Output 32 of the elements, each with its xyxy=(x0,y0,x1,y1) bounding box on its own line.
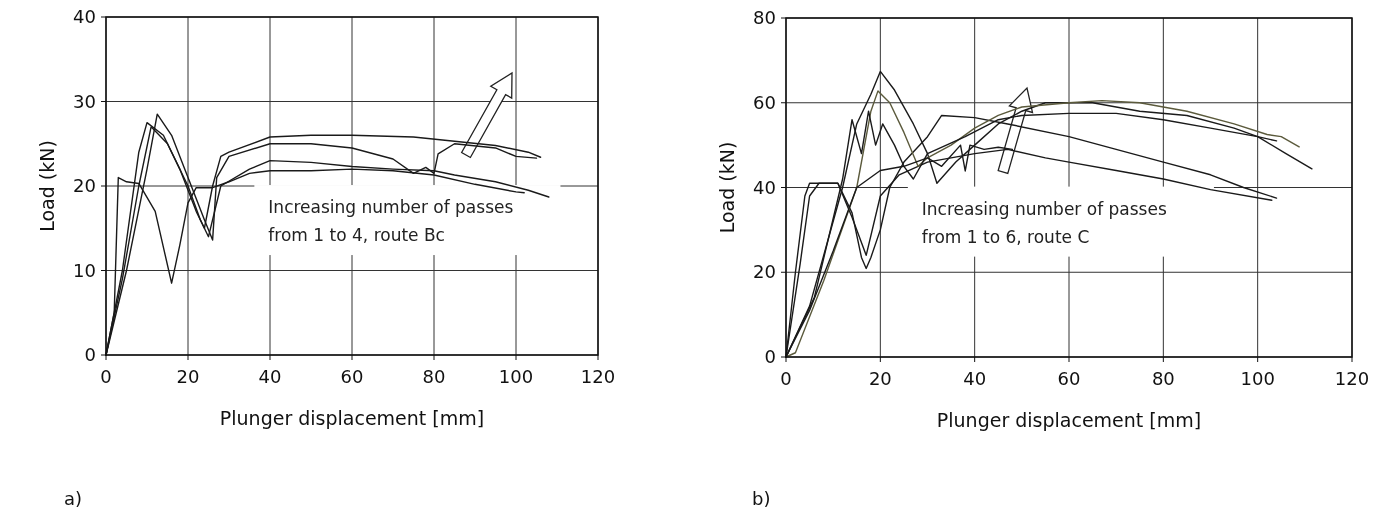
y-tick-label: 20 xyxy=(753,261,776,283)
y-tick-label: 0 xyxy=(84,344,96,365)
y-tick-label: 80 xyxy=(753,7,776,28)
x-tick-label: 60 xyxy=(1057,368,1081,389)
y-tick-label: 20 xyxy=(73,175,96,196)
y-tick-label: 40 xyxy=(753,176,776,198)
text: a) xyxy=(64,488,83,509)
y-tick-label: 0 xyxy=(764,346,776,367)
y-tick-label: 40 xyxy=(73,6,96,27)
x-tick-label: 0 xyxy=(100,366,112,387)
x-tick-label: 60 xyxy=(340,366,364,387)
x-tick-label: 80 xyxy=(422,366,446,387)
x-tick-label: 100 xyxy=(498,366,534,387)
y-axis-title: Load (kN) xyxy=(36,140,58,232)
y-tick-label: 30 xyxy=(73,90,96,112)
x-tick-label: 80 xyxy=(1151,368,1175,389)
y-tick-label: 10 xyxy=(73,259,96,281)
x-axis-title: Plunger displacement [mm] xyxy=(219,407,485,429)
y-tick-label: 60 xyxy=(753,91,776,113)
x-tick-label: 120 xyxy=(1334,368,1370,389)
x-tick-label: 40 xyxy=(963,368,987,389)
annotation: Increasing number of passes from 1 to 4, route Bc xyxy=(268,197,514,246)
x-tick-label: 40 xyxy=(258,366,282,387)
x-tick-label: 120 xyxy=(580,366,616,387)
x-tick-label: 20 xyxy=(176,366,200,387)
annotation: Increasing number of passes from 1 to 6, route C xyxy=(921,198,1167,247)
x-tick-label: 20 xyxy=(868,368,892,389)
x-tick-label: 100 xyxy=(1240,368,1275,389)
text: b) xyxy=(752,488,771,509)
x-axis-title: Plunger displacement [mm] xyxy=(936,409,1202,431)
y-axis-title: Load (kN) xyxy=(716,141,738,234)
x-tick-label: 0 xyxy=(780,368,792,389)
